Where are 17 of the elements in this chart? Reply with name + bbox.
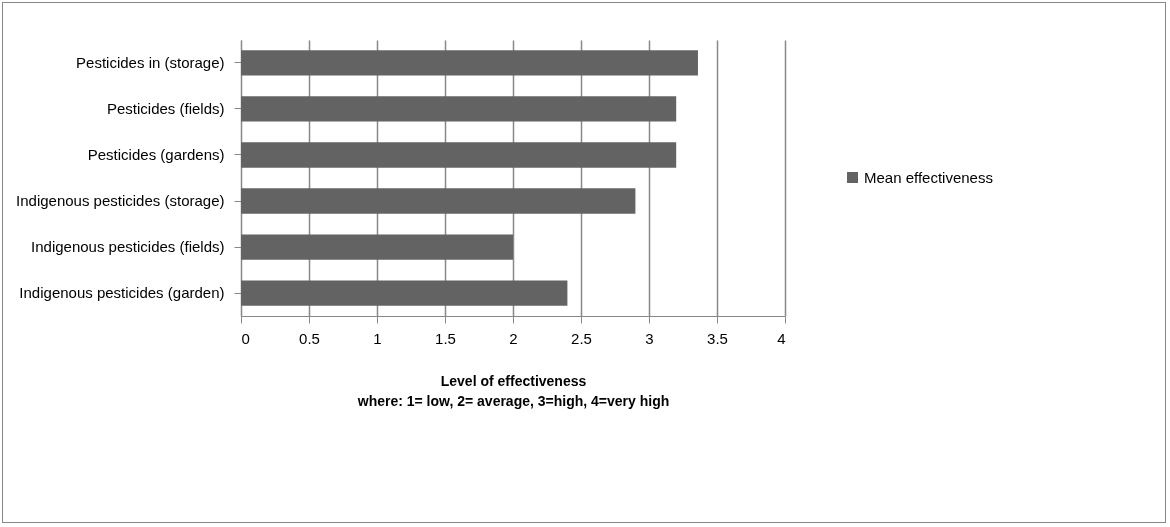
y-tick-label: Indigenous pesticides (garden) — [19, 284, 225, 302]
x-axis-title: Level of effectiveness where: 1= low, 2= average, 3=high, 4=very high — [356, 372, 670, 409]
x-tick-label: 0.5 — [299, 329, 320, 347]
x-tick-label: 0 — [241, 329, 250, 347]
x-tick-label: 1.5 — [435, 329, 456, 347]
y-tick-label: Indigenous pesticides (storage) — [16, 192, 225, 210]
y-tick-label: Pesticides in (storage) — [76, 53, 225, 71]
y-tick-label: Indigenous pesticides (fields) — [31, 238, 225, 256]
x-tick-label: 4 — [777, 329, 786, 347]
legend-label: Mean effectiveness — [864, 168, 993, 186]
x-tick-label: 3 — [645, 329, 654, 347]
x-tick-label: 3.5 — [707, 329, 728, 347]
y-tick-label: Pesticides (fields) — [106, 99, 225, 117]
x-tick-label: 1 — [373, 329, 382, 347]
x-tick-label: 2 — [509, 329, 518, 347]
y-tick-label: Pesticides (gardens) — [87, 145, 225, 163]
x-tick-label: 2.5 — [571, 329, 592, 347]
